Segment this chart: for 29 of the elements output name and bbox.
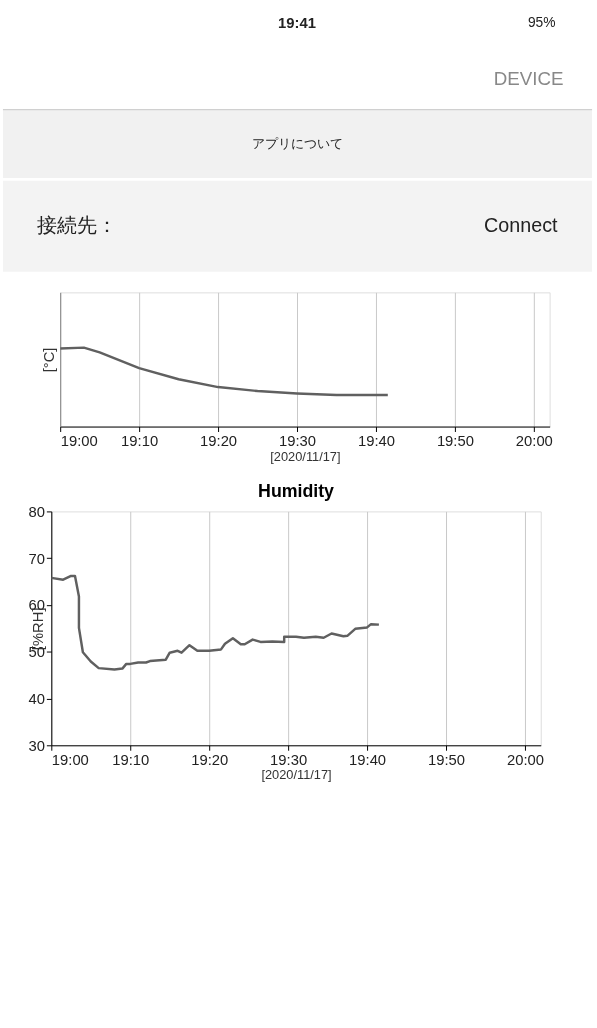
x-tick-label: 19:40: [357, 432, 395, 449]
text: 19:41: [278, 14, 316, 31]
text: 接続先：: [36, 214, 117, 237]
y-tick-label: 40: [28, 690, 45, 707]
y-tick-label: 80: [28, 503, 45, 520]
x-axis-title: [2020/11/17]: [270, 448, 341, 464]
x-axis-title: [2020/11/17]: [261, 767, 332, 783]
x-tick-label: 19:50: [428, 751, 466, 768]
x-tick-label: 19:10: [112, 751, 150, 768]
text: DEVICE: [493, 68, 564, 90]
x-tick-label: 19:10: [121, 432, 159, 449]
x-tick-label: 19:00: [60, 432, 98, 449]
x-tick-label: 19:30: [270, 751, 308, 768]
x-tick-label: 19:30: [279, 432, 317, 449]
x-tick-label: 19:20: [191, 751, 229, 768]
x-tick-label: 19:20: [200, 432, 238, 449]
text: Connect: [484, 214, 559, 237]
text: 95%: [527, 13, 556, 30]
x-tick-label: 19:40: [349, 751, 387, 768]
y-tick-label: 70: [28, 550, 45, 567]
x-tick-label: 19:00: [51, 751, 89, 768]
chart-title: Humidity: [258, 480, 335, 501]
x-tick-label: 19:50: [436, 432, 474, 449]
x-tick-label: 20:00: [506, 751, 544, 768]
x-tick-label: 20:00: [515, 432, 553, 449]
y-axis-title: [°C]: [40, 347, 57, 373]
y-tick-label: 30: [28, 737, 45, 754]
text: アプリについて: [251, 136, 343, 152]
line-series: [51, 574, 381, 671]
